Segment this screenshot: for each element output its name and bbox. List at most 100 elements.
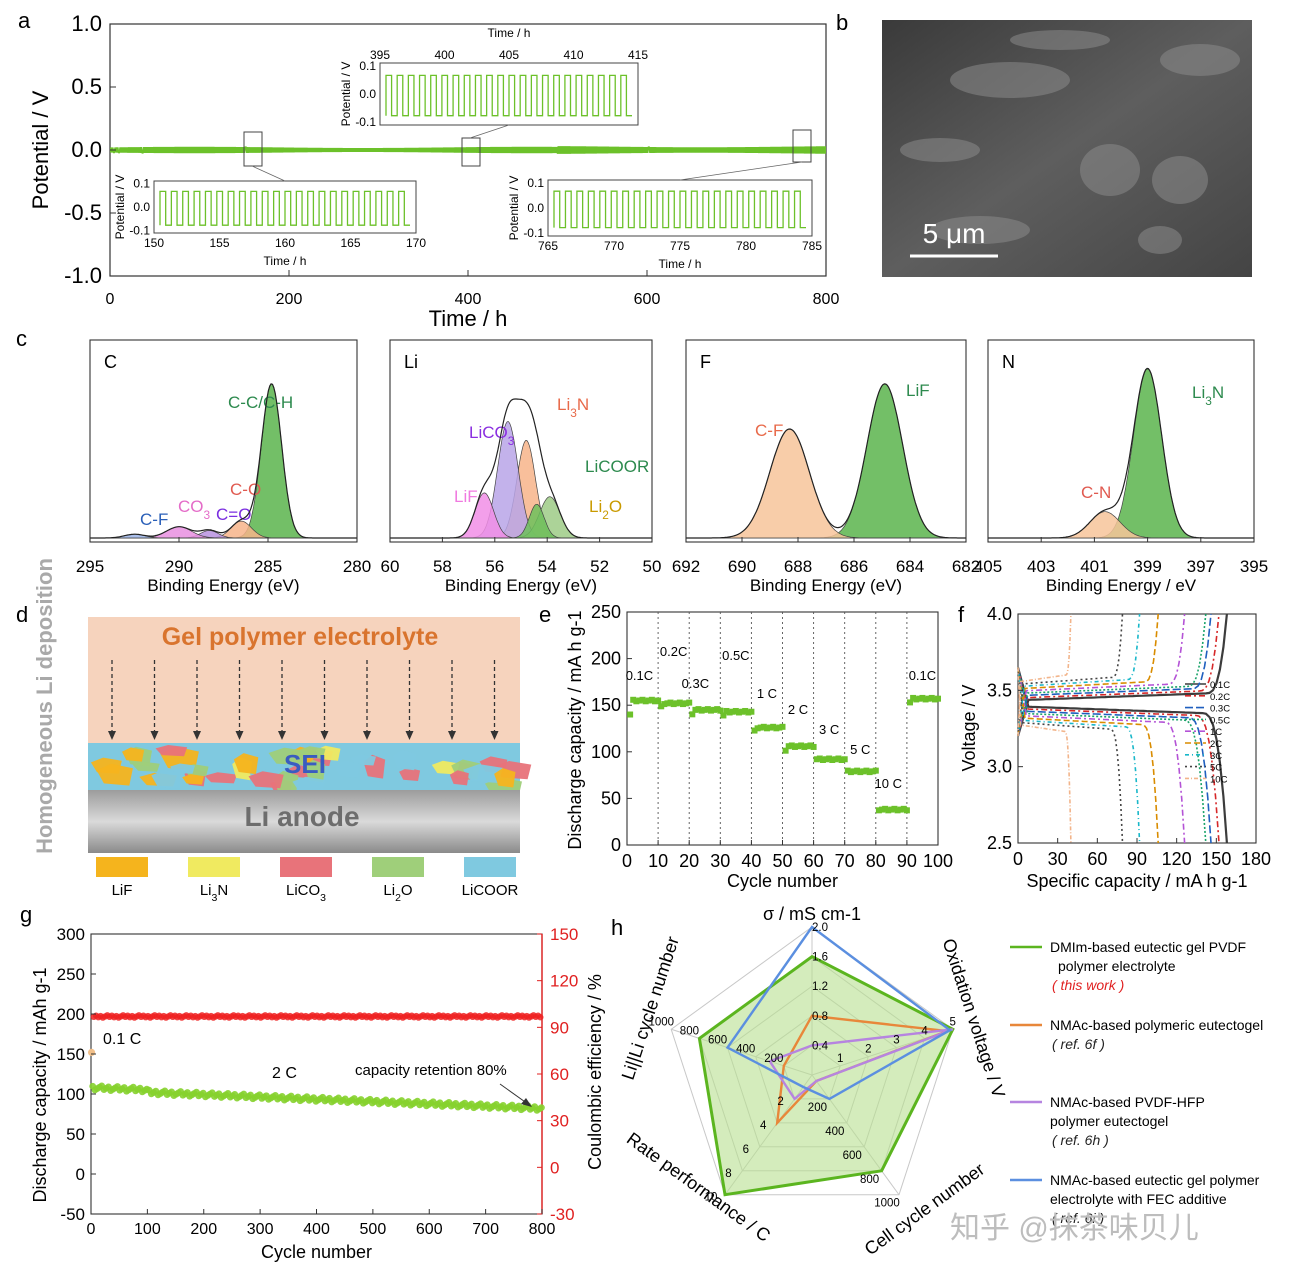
y-tick-label: 250	[57, 965, 85, 984]
legend-swatch-LiCOOR	[464, 857, 516, 877]
annotation-2C: 2 C	[272, 1065, 297, 1082]
xps-peak-label: LiF	[454, 487, 478, 506]
inset-y-tick: 0.1	[133, 177, 150, 191]
panel-label-g: g	[20, 902, 32, 927]
discharge-curve-0.2C	[1017, 667, 1220, 844]
rate-point	[767, 724, 774, 731]
sei-grain	[268, 747, 308, 766]
panel-label-d: d	[16, 602, 28, 627]
electrolyte-label: Gel polymer electrolyte	[162, 623, 439, 651]
rate-point	[729, 708, 736, 715]
xps-peak-LiF	[686, 383, 966, 539]
legend-label: 1C	[1210, 727, 1222, 738]
rate-point	[835, 755, 842, 762]
rate-point	[757, 724, 764, 731]
rate-point	[928, 694, 935, 701]
y-tick-label: 0	[611, 835, 621, 855]
rate-point	[931, 696, 938, 703]
rate-point	[751, 727, 758, 734]
y-tick-label: 150	[57, 1045, 85, 1064]
xps-frame	[685, 339, 967, 543]
legend-label: 0.3C	[1210, 704, 1230, 715]
rate-point	[645, 697, 652, 704]
xps-envelope	[90, 383, 357, 539]
sei-grain	[350, 754, 376, 766]
y-tick-label: 100	[57, 1085, 85, 1104]
segment-label: 3 C	[819, 722, 839, 737]
rate-point	[770, 723, 777, 730]
rate-point	[903, 807, 910, 814]
rate-point	[826, 755, 833, 762]
rate-point	[916, 695, 923, 702]
x-tick-label: 405	[974, 557, 1002, 576]
y2-tick-label: 60	[550, 1065, 569, 1084]
y-tick-label: -0.5	[64, 200, 102, 225]
rate-point	[913, 696, 920, 703]
x-tick-label: 500	[360, 1221, 387, 1238]
rate-point	[875, 807, 882, 814]
watermark: 知乎 @抹茶味贝儿	[950, 1212, 1199, 1245]
rate-point	[888, 806, 895, 813]
capacity-point	[538, 1104, 545, 1112]
segment-label: 0.1C	[626, 668, 653, 683]
x-tick-label: 800	[529, 1221, 556, 1238]
sei-grain	[204, 772, 238, 784]
rate-point	[879, 806, 886, 813]
radar-tick: 1	[837, 1053, 843, 1065]
arrow-head	[405, 731, 414, 740]
discharge-curve-10C	[1017, 667, 1072, 844]
x-axis-label: Binding Energy (eV)	[147, 576, 299, 595]
rate-point	[664, 700, 671, 707]
x-tick-label: 200	[190, 1221, 217, 1238]
radar-tick: 2.0	[812, 922, 828, 934]
initial-capacity-point	[87, 1048, 96, 1056]
rate-point	[847, 769, 854, 776]
rate-point	[720, 712, 727, 719]
legend-note-3: ( ref. 6i )	[1052, 1210, 1104, 1226]
annotation-retention: capacity retention 80%	[355, 1062, 507, 1079]
xps-peak-label: C=O	[216, 505, 251, 524]
xps-element-label: F	[700, 352, 711, 372]
arrow-head	[490, 731, 499, 740]
segment-label: 1 C	[757, 686, 777, 701]
rate-point	[776, 724, 783, 731]
xps-peak-label: CO3	[178, 497, 211, 522]
discharge-curve-0.3C	[1017, 667, 1212, 844]
radar-tick: 1.6	[812, 952, 828, 964]
rate-point	[714, 706, 721, 713]
radar-tick: 3	[893, 1035, 899, 1047]
inset-y-label: Potential / V	[339, 62, 353, 127]
rate-point	[791, 743, 798, 750]
sem-texture	[950, 62, 1070, 98]
rate-point	[642, 698, 649, 705]
radar-tick: 6	[743, 1144, 749, 1156]
rate-point	[832, 756, 839, 763]
rate-point	[763, 725, 770, 732]
radar-tick: 1.2	[812, 981, 828, 993]
x-tick-label: 401	[1080, 557, 1108, 576]
sei-grain	[449, 770, 469, 786]
xps-frame	[389, 339, 653, 543]
rate-point	[872, 767, 879, 774]
zoom-box	[792, 129, 812, 163]
rate-point	[670, 701, 677, 708]
rate-point	[686, 699, 693, 706]
rate-point	[742, 707, 749, 714]
charge-curve-1C	[1017, 613, 1186, 737]
x-tick-label: 30	[1048, 849, 1068, 869]
rate-point	[804, 743, 811, 750]
rate-point	[679, 701, 686, 708]
inset-connector	[251, 165, 286, 182]
inset-x-tick: 415	[628, 48, 648, 62]
inset-x-tick: 155	[209, 236, 229, 250]
y-tick-label: 0	[76, 1165, 85, 1184]
xps-peak-label: LiCO3	[469, 423, 515, 448]
xps-peak-label: LiF	[906, 381, 930, 400]
inset-x-tick: 405	[499, 48, 519, 62]
panel-label-c: c	[16, 326, 27, 351]
sei-grain	[392, 749, 417, 771]
rate-point	[810, 743, 817, 750]
rate-point	[711, 706, 718, 713]
sem-texture	[1010, 30, 1110, 50]
x-tick-label: 295	[76, 557, 104, 576]
